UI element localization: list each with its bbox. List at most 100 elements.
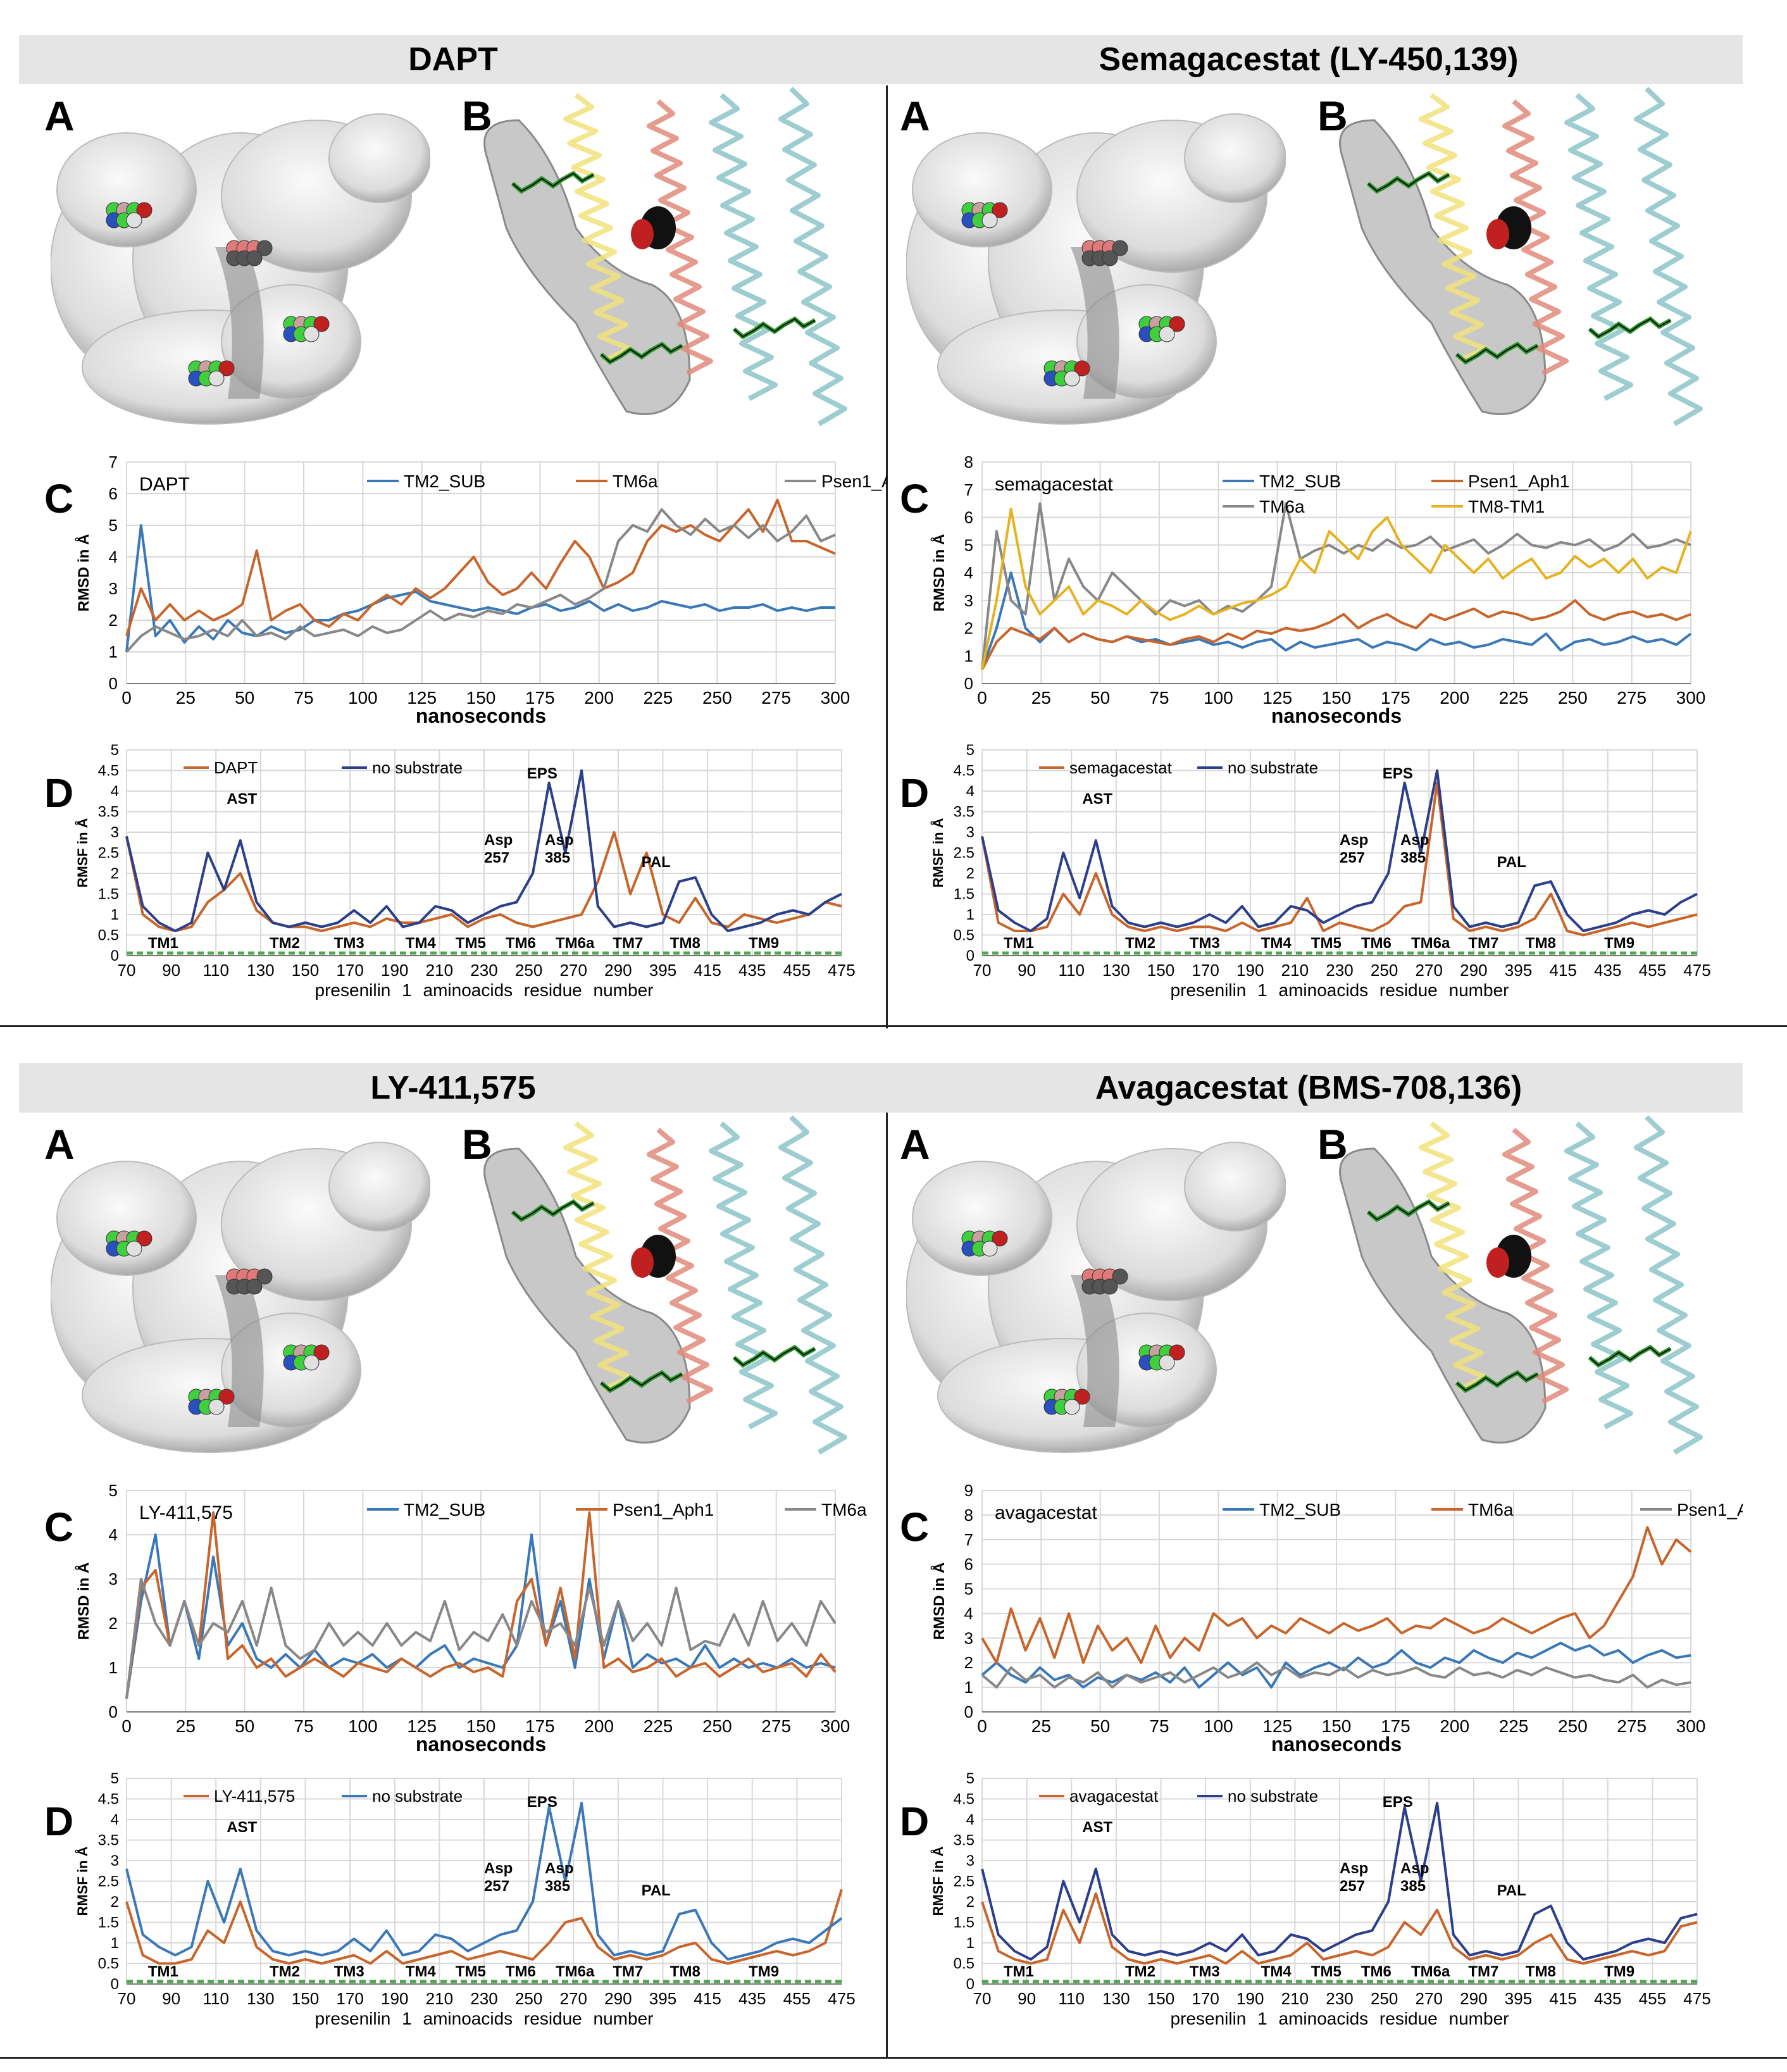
helix-ribbon-image (1305, 82, 1735, 437)
y-tick-label: 3 (109, 1570, 118, 1588)
helix-yellow (563, 92, 632, 363)
x-tick-label: 475 (1683, 961, 1710, 980)
x-tick-label: 90 (1018, 961, 1036, 980)
panel-label-c: C (44, 1504, 73, 1550)
x-tick-label: 190 (381, 961, 408, 980)
x-tick-label: 130 (247, 961, 274, 980)
x-tick-label: 395 (649, 1989, 676, 2008)
peak-annotation: 385 (1400, 1878, 1426, 1895)
figure-quadrant: Avagacestat (BMS-708,136) A B C 0 1 2 3 4 5 6 7 8 9 0 2… (875, 1028, 1743, 2028)
x-tick-label: 275 (761, 1716, 791, 1736)
y-tick-label: 2 (964, 1653, 973, 1672)
peak-annotation: Asp (1340, 832, 1368, 849)
x-tick-label: 100 (1204, 688, 1233, 708)
x-tick-label: 110 (203, 1989, 229, 2008)
peak-annotation: Asp (545, 1860, 573, 1877)
y-tick-label: 1.5 (98, 1914, 119, 1932)
ligand-bond (512, 1201, 594, 1221)
tm-label: TM7 (613, 935, 643, 952)
y-tick-label: 0 (111, 947, 119, 964)
y-tick-label: 0.5 (954, 927, 974, 944)
x-tick-label: 150 (292, 961, 319, 980)
peak-annotation: 385 (1400, 849, 1426, 866)
quadrant-title: LY-411,575 (19, 1063, 887, 1113)
ligand-atom (1074, 1389, 1090, 1405)
y-tick-label: 2.5 (954, 845, 974, 862)
panel-label-a: A (900, 92, 930, 139)
panel-label-d: D (900, 770, 929, 816)
ligand-bond (601, 343, 683, 363)
ligand-atom (218, 360, 235, 377)
panel-label-c: C (900, 1504, 929, 1550)
x-tick-label: 415 (1549, 1989, 1576, 2008)
panel-label-a: A (900, 1121, 930, 1168)
helix-salmon (647, 99, 713, 376)
x-tick-label: 225 (1499, 1716, 1529, 1736)
x-tick-label: 200 (1440, 688, 1469, 708)
x-tick-label: 75 (294, 688, 313, 708)
chart-inner-label: DAPT (139, 474, 190, 495)
y-tick-label: 8 (964, 1506, 973, 1525)
ligand-bond (733, 1346, 816, 1366)
ligand-atom (1102, 250, 1118, 266)
x-tick-label: 25 (1031, 1716, 1051, 1736)
x-tick-label: 150 (466, 688, 496, 708)
peak-annotation: PAL (1497, 1882, 1526, 1899)
x-tick-label: 175 (525, 688, 555, 708)
y-tick-label: 7 (964, 480, 973, 499)
peak-annotation: Asp (1400, 1860, 1429, 1877)
x-tick-label: 150 (292, 1989, 319, 2008)
peak-annotation: PAL (1497, 854, 1526, 871)
x-tick-label: 170 (336, 961, 363, 980)
y-tick-label: 4.5 (954, 1791, 974, 1808)
y-tick-label: 4 (966, 1811, 974, 1828)
y-tick-label: 1 (966, 906, 974, 923)
helix-ribbon-image (449, 82, 880, 437)
y-axis-title: RMSF in Å (930, 1846, 946, 1916)
y-tick-label: 2 (966, 1894, 974, 1911)
x-tick-label: 50 (1090, 688, 1110, 708)
ligand-atom (1169, 316, 1185, 332)
y-axis-title: RMSF in Å (74, 818, 90, 887)
groove-shadow (1071, 1275, 1119, 1427)
ligand-atom (136, 202, 153, 218)
x-tick-label: 75 (294, 1716, 313, 1736)
y-axis-title: RMSD in Å (930, 1563, 948, 1640)
peak-annotation: PAL (642, 854, 671, 871)
tm-label: TM5 (1311, 1963, 1342, 1980)
peak-annotation: 385 (545, 849, 570, 866)
x-tick-label: 230 (470, 961, 497, 980)
x-tick-label: 475 (828, 1989, 855, 2008)
legend-label: TM6a (1468, 1500, 1514, 1520)
x-tick-label: 395 (1505, 961, 1532, 980)
legend-label: TM6a (821, 1500, 867, 1520)
x-tick-label: 455 (1639, 961, 1666, 980)
ligand-bond (733, 318, 816, 338)
tm-label: TM5 (456, 1963, 486, 1980)
horizontal-divider-top (0, 1025, 1787, 1027)
legend-label: TM2_SUB (1259, 1500, 1341, 1520)
x-axis-title: nanoseconds (1271, 1733, 1402, 1756)
tm-label: TM9 (1604, 935, 1634, 952)
y-tick-label: 1 (111, 1935, 119, 1952)
ligand-atom (992, 1230, 1008, 1247)
helix-yellow (563, 1121, 632, 1392)
y-tick-label: 0.5 (98, 927, 119, 944)
ligand-atom (208, 370, 225, 387)
legend-label: TM8-TM1 (1468, 497, 1545, 516)
tm-label: TM1 (148, 935, 178, 952)
ligand-atom (1112, 1268, 1128, 1285)
y-tick-label: 5 (109, 1481, 118, 1500)
panel-label-c: C (44, 476, 73, 521)
y-tick-label: 3 (964, 1628, 973, 1647)
series-line (981, 599, 1691, 671)
chart-inner-label: semagacestat (995, 474, 1113, 495)
x-tick-label: 275 (1617, 688, 1647, 708)
y-tick-label: 2 (111, 1894, 119, 1911)
y-tick-label: 6 (109, 484, 118, 503)
ligand-bond (1456, 1371, 1538, 1392)
y-tick-label: 0.5 (954, 1956, 974, 1973)
y-tick-label: 7 (109, 452, 118, 471)
x-tick-label: 0 (977, 1716, 987, 1736)
series-line (981, 1661, 1691, 1689)
